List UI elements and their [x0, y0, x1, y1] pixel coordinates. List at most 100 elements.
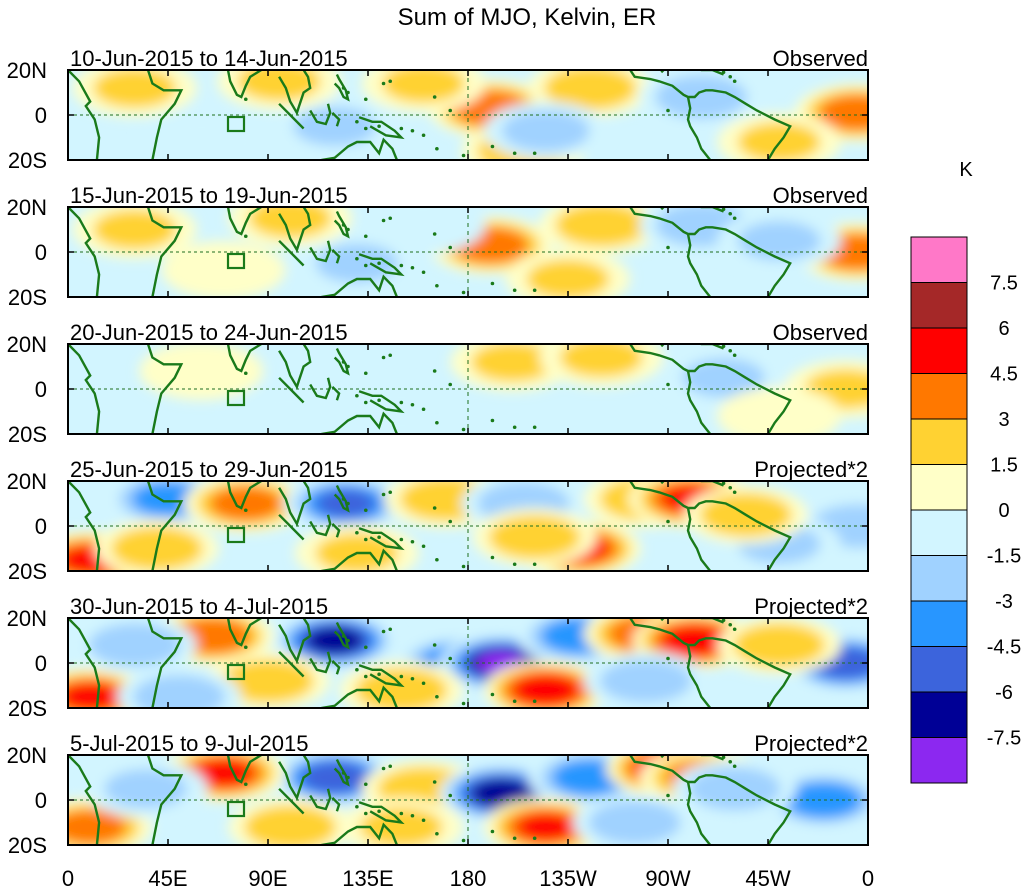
colorbar-swatch: [910, 418, 968, 465]
coastline: [333, 73, 350, 102]
contour-ring: [517, 813, 575, 841]
coastline: [698, 481, 725, 487]
contour-ring: [555, 207, 648, 247]
coastline: [278, 513, 305, 541]
island-dot: [421, 681, 426, 686]
island-dot: [346, 364, 350, 369]
y-tick-label: 0: [35, 103, 47, 128]
contour-ring: [161, 241, 286, 297]
y-tick-label: 20N: [7, 332, 47, 357]
island-dot: [410, 813, 415, 818]
island-dot: [435, 283, 439, 288]
region-box: [226, 389, 246, 407]
contour-ring: [501, 110, 590, 152]
y-tick-label: 20S: [8, 422, 47, 447]
coastline: [686, 507, 712, 571]
contour-ring: [68, 810, 127, 844]
island-dot: [732, 79, 737, 84]
island-dot: [399, 674, 404, 679]
anomaly-contours: [72, 70, 868, 160]
island-dot: [512, 288, 517, 293]
island-dot: [341, 223, 346, 227]
coastline: [629, 618, 792, 708]
panel-2: 20N 0 20S 15-Jun-2015 to 19-Jun-2015 Observe…: [7, 183, 869, 310]
island-dot: [355, 393, 359, 398]
island-dot: [363, 508, 368, 513]
island-dot: [410, 402, 415, 407]
panel-field: [68, 70, 868, 160]
coastline: [68, 755, 101, 845]
island-dot: [432, 95, 437, 99]
colorbar-level-label: 4.5: [990, 364, 1018, 386]
coastline: [331, 248, 341, 264]
island-dot: [399, 263, 404, 268]
colorbar-swatch: [910, 373, 968, 420]
island-dot: [363, 126, 368, 131]
contour-ring: [544, 70, 637, 110]
island-dot: [461, 153, 466, 158]
contour-ring: [93, 209, 177, 250]
island-dot: [363, 263, 368, 268]
colorbar-swatch: [910, 737, 968, 784]
contour-ring: [133, 675, 226, 708]
island-dot: [399, 537, 404, 542]
coastline: [686, 781, 712, 845]
island-dot: [243, 371, 248, 376]
coastline: [226, 344, 262, 373]
island-dot: [721, 207, 726, 212]
x-tick-label: 90W: [645, 866, 690, 889]
coastline: [321, 274, 399, 297]
y-tick-label: 20N: [7, 195, 47, 220]
contour-ring: [248, 207, 332, 238]
island-dot: [346, 90, 350, 95]
island-dot: [732, 764, 737, 769]
island-dot: [490, 281, 495, 286]
colorbar: K 7.5 6 4.5 3 1.5 0 -1.5 -3 -4.5 -6 -7.5: [910, 159, 1021, 784]
panels-group: 20N 0 20S 10-Jun-2015 to 14-Jun-2015 Observe…: [7, 46, 869, 858]
island-dot: [721, 344, 726, 349]
coastline: [278, 376, 305, 404]
contour-ring: [237, 70, 321, 101]
y-tick-label: 20S: [8, 285, 47, 310]
island-dot: [532, 425, 537, 430]
coastline: [629, 481, 792, 571]
contour-ring: [471, 778, 532, 808]
coastline: [226, 481, 262, 510]
island-dot: [421, 818, 426, 823]
anomaly-contours: [68, 755, 868, 845]
contour-ring: [785, 782, 862, 818]
island-dot: [490, 692, 495, 697]
island-dot: [421, 407, 426, 412]
island-dot: [512, 699, 517, 704]
coastline: [226, 618, 262, 647]
island-dot: [666, 382, 670, 387]
island-dot: [243, 645, 248, 650]
coastline: [698, 344, 725, 350]
colorbar-swatch: [910, 691, 968, 738]
island-dot: [728, 622, 733, 627]
panel-label: Projected*2: [754, 731, 868, 756]
coastline: [686, 370, 712, 434]
island-dot: [721, 618, 726, 623]
island-dot: [448, 245, 453, 250]
panel-3: 20N 0 20S 20-Jun-2015 to 24-Jun-2015 Observe…: [7, 320, 869, 447]
island-dot: [388, 79, 393, 84]
y-tick-label: 0: [35, 514, 47, 539]
coastline: [333, 758, 350, 787]
coastline: [278, 102, 305, 130]
panel-date-range: 15-Jun-2015 to 19-Jun-2015: [70, 183, 348, 208]
island-dot: [399, 811, 404, 816]
y-tick-label: 20N: [7, 743, 47, 768]
island-dot: [243, 97, 248, 102]
colorbar-level-label: 7.5: [990, 273, 1018, 295]
contour-ring: [588, 800, 681, 845]
panel-label: Observed: [773, 183, 868, 208]
colorbar-unit-label: K: [959, 159, 973, 181]
island-dot: [461, 427, 466, 432]
x-tick-label: 135W: [539, 866, 597, 889]
island-dot: [435, 694, 439, 699]
coastline: [686, 96, 712, 160]
contour-ring: [228, 387, 353, 434]
contour-ring: [244, 805, 337, 845]
coastline: [278, 70, 312, 116]
